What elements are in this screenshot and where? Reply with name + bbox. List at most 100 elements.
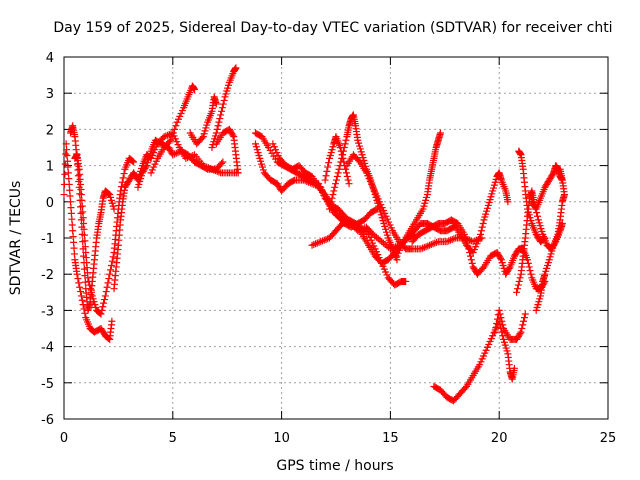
data-point — [220, 96, 228, 104]
data-point — [61, 170, 69, 178]
data-point — [85, 277, 93, 285]
data-point — [217, 111, 225, 119]
x-tick-label: 5 — [169, 431, 177, 446]
data-point — [515, 277, 523, 285]
data-point — [540, 235, 548, 243]
data-point — [495, 306, 503, 314]
data-point — [331, 183, 339, 191]
x-tick-label: 20 — [491, 431, 508, 446]
data-point — [104, 279, 112, 287]
data-point — [229, 131, 237, 139]
data-point — [214, 122, 222, 130]
data-point — [100, 299, 108, 307]
data-point — [328, 194, 336, 202]
data-point — [479, 220, 487, 228]
data-point — [198, 134, 206, 142]
data-point — [493, 315, 501, 323]
data-point — [520, 317, 528, 325]
data-point — [477, 227, 485, 235]
data-point — [78, 296, 86, 304]
data-point — [468, 259, 476, 267]
data-point — [321, 176, 329, 184]
data-point — [118, 178, 126, 186]
data-point — [213, 125, 221, 133]
data-point — [60, 191, 68, 199]
data-point — [191, 86, 199, 94]
data-point — [106, 270, 114, 278]
data-point — [526, 267, 534, 275]
data-point — [333, 172, 341, 180]
data-point — [533, 212, 541, 220]
data-point — [499, 321, 507, 329]
y-tick-label: 4 — [46, 51, 54, 66]
data-point — [234, 169, 242, 177]
data-point — [218, 107, 226, 115]
x-tick-label: 15 — [382, 431, 399, 446]
y-tick-label: 2 — [46, 123, 54, 138]
data-point — [76, 283, 84, 291]
data-point — [62, 150, 70, 158]
data-point — [527, 270, 535, 278]
data-point — [493, 319, 501, 327]
x-tick-labels: 0 5 10 15 20 25 — [60, 431, 616, 446]
data-point — [436, 129, 444, 137]
data-point — [323, 167, 331, 175]
data-point — [216, 115, 224, 123]
data-point — [84, 274, 92, 282]
data-point — [467, 256, 475, 264]
y-tick-label: -4 — [41, 341, 54, 356]
data-point — [498, 328, 506, 336]
data-point — [218, 104, 226, 112]
data-point — [343, 172, 351, 180]
data-point — [74, 275, 82, 283]
y-tick-label: 0 — [46, 196, 54, 211]
data-point — [98, 306, 106, 314]
chart-title: Day 159 of 2025, Sidereal Day-to-day VTE… — [53, 20, 612, 36]
data-point — [219, 158, 227, 166]
y-tick-label: -6 — [41, 413, 54, 428]
data-point — [341, 140, 349, 148]
x-axis-label: GPS time / hours — [276, 458, 393, 474]
data-points — [60, 64, 568, 405]
data-point — [541, 234, 549, 242]
data-point — [517, 328, 525, 336]
data-point — [212, 129, 220, 137]
data-point — [130, 158, 138, 166]
data-point — [556, 165, 564, 173]
data-point — [514, 281, 522, 289]
data-point — [337, 147, 345, 155]
data-point — [165, 138, 173, 146]
data-point — [466, 252, 474, 260]
y-tick-label: 1 — [46, 160, 54, 175]
data-point — [332, 176, 340, 184]
y-axis-label: SDTVAR / TECUs — [8, 181, 24, 296]
data-point — [218, 159, 226, 167]
data-point — [327, 198, 335, 206]
data-point — [101, 292, 109, 300]
data-point — [339, 154, 347, 162]
data-point — [342, 136, 350, 144]
data-point — [521, 310, 529, 318]
data-point — [76, 190, 84, 198]
data-point — [336, 144, 344, 151]
data-point — [120, 170, 128, 178]
data-point — [129, 157, 137, 165]
x-tick-label: 0 — [60, 431, 68, 446]
y-tick-label: 3 — [46, 87, 54, 102]
data-point — [518, 325, 526, 332]
data-point — [87, 288, 95, 296]
data-point — [497, 314, 505, 322]
data-point — [105, 275, 113, 283]
data-point — [171, 125, 179, 133]
data-point — [202, 164, 210, 172]
data-point — [167, 136, 175, 144]
data-point — [329, 191, 337, 199]
x-tick-label: 10 — [273, 431, 290, 446]
data-point — [372, 206, 380, 214]
y-tick-label: -3 — [41, 304, 54, 319]
data-point — [476, 234, 484, 242]
data-point — [344, 176, 352, 184]
data-point — [510, 364, 518, 372]
data-point — [335, 165, 343, 173]
data-point — [102, 288, 110, 296]
